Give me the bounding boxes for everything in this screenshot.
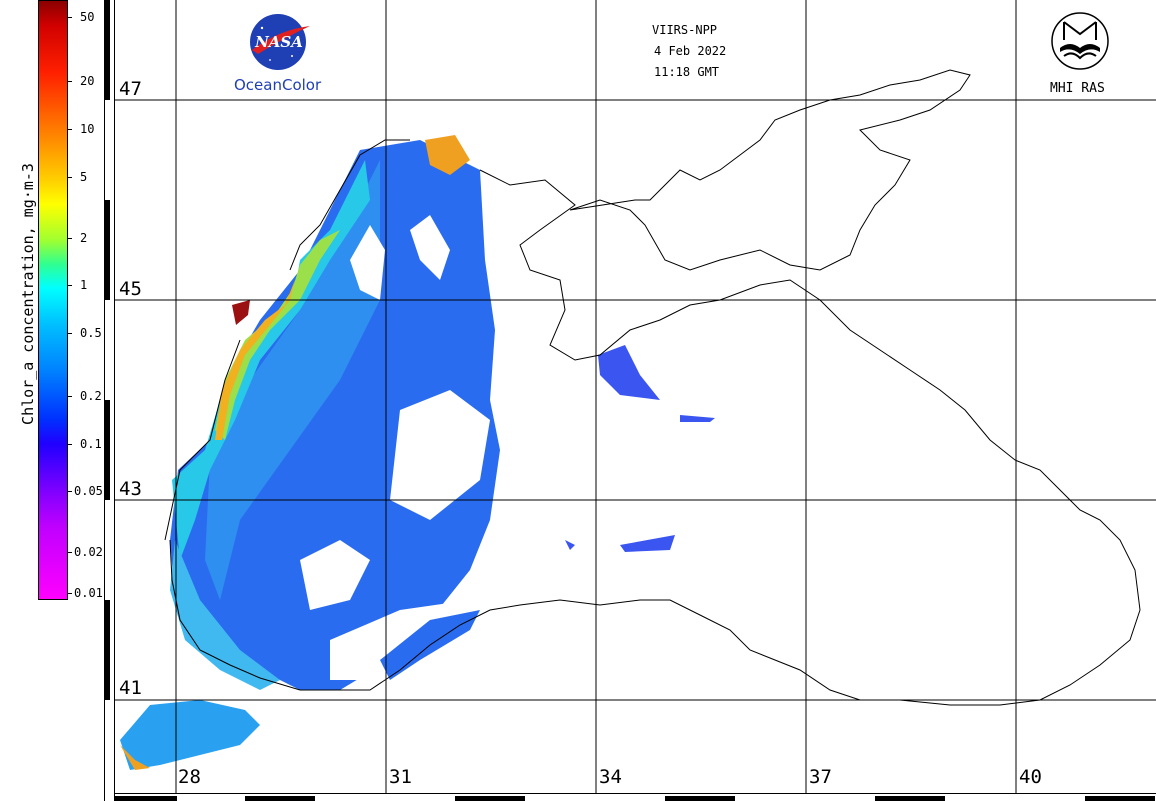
bottom-ruler: [115, 793, 1156, 801]
lon-label-31: 31: [389, 766, 412, 788]
lat-label-45: 45: [118, 278, 144, 300]
colorbar-tick: 0.05: [74, 484, 103, 498]
colorbar-tick-mark: [68, 444, 72, 445]
graticule: [115, 0, 1156, 793]
left-ruler: [104, 0, 115, 801]
colorbar-tick: 1: [80, 278, 88, 292]
lat-label-47: 47: [118, 78, 144, 100]
colorbar-tick: 50: [80, 10, 95, 24]
colorbar-label: Chlor_a concentration, mg·m-3: [19, 163, 37, 425]
colorbar-tick-mark: [68, 333, 72, 334]
lon-label-40: 40: [1019, 766, 1042, 788]
acquisition-time: 11:18 GMT: [654, 65, 720, 79]
mhi-logo: [1050, 10, 1110, 72]
colorbar-tick-mark: [68, 17, 72, 18]
colorbar-tick-mark: [68, 552, 72, 553]
coastline: [164, 69, 1141, 706]
colorbar-tick-mark: [68, 81, 72, 82]
lat-label-43: 43: [118, 478, 144, 500]
lon-label-37: 37: [809, 766, 832, 788]
colorbar-tick: 0.5: [80, 326, 102, 340]
nasa-meatball-icon: [250, 14, 310, 70]
colorbar-tick: 0.1: [80, 437, 102, 451]
map-canvas: [115, 0, 1156, 793]
colorbar: [38, 0, 68, 600]
lat-label-41: 41: [118, 677, 144, 699]
lon-label-28: 28: [178, 766, 201, 788]
oceancolor-label: OceanColor: [234, 76, 322, 94]
colorbar-tick: 0.2: [80, 389, 102, 403]
satellite-name: VIIRS-NPP: [652, 23, 718, 37]
colorbar-tick-mark: [68, 396, 72, 397]
colorbar-tick: 0.01: [74, 586, 103, 600]
nasa-logo: NASA: [248, 12, 312, 72]
chlorophyll-field: [120, 135, 715, 770]
colorbar-tick-mark: [68, 491, 72, 492]
colorbar-tick: 20: [80, 74, 95, 88]
colorbar-tick-mark: [68, 238, 72, 239]
mhi-label: MHI RAS: [1050, 81, 1105, 96]
colorbar-tick: 10: [80, 122, 95, 136]
colorbar-tick: 5: [80, 170, 88, 184]
colorbar-tick-mark: [68, 593, 72, 594]
colorbar-tick-mark: [68, 285, 72, 286]
mhi-emblem-icon: [1051, 12, 1109, 70]
colorbar-tick-mark: [68, 129, 72, 130]
lon-label-34: 34: [599, 766, 622, 788]
colorbar-tick-mark: [68, 177, 72, 178]
colorbar-tick: 0.02: [74, 545, 103, 559]
colorbar-tick: 2: [80, 231, 88, 245]
nasa-text: NASA: [255, 33, 303, 51]
acquisition-date: 4 Feb 2022: [654, 44, 727, 58]
